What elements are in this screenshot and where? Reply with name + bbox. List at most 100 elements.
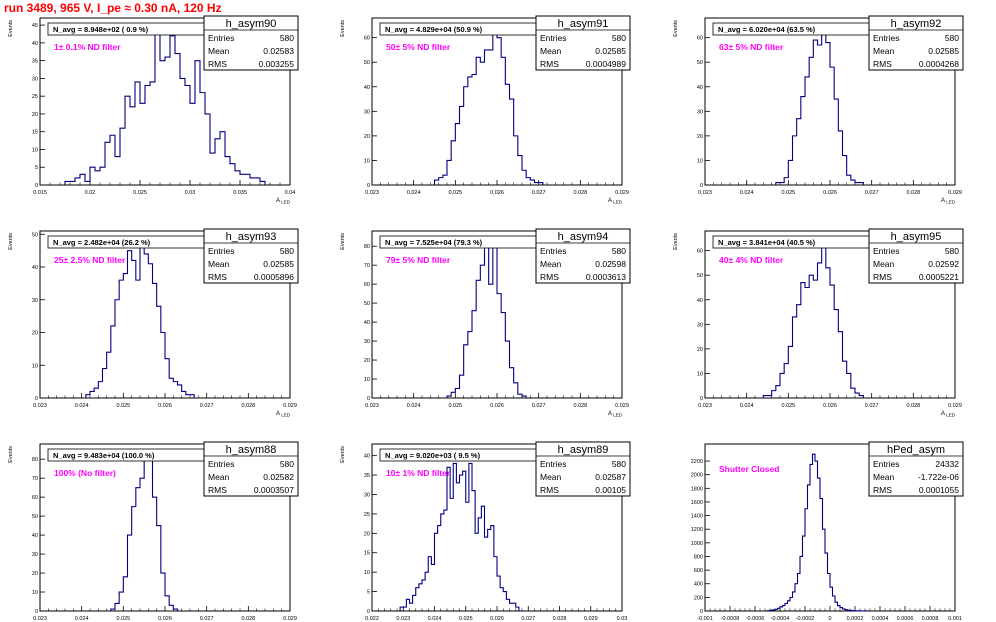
stats-box: h_asym88 Entries 580 Mean 0.02582 RMS 0.000350… bbox=[203, 441, 299, 497]
y-tick-label: 20 bbox=[364, 358, 370, 364]
y-axis-title: Events bbox=[340, 446, 346, 463]
x-tick-label: 0.028 bbox=[241, 616, 255, 622]
y-tick-label: 40 bbox=[364, 85, 370, 91]
x-tick-label: 0.023 bbox=[33, 403, 47, 409]
x-tick-label: 0.026 bbox=[158, 616, 172, 622]
stats-value-entries: 24332 bbox=[935, 459, 959, 469]
x-tick-label: 0.027 bbox=[865, 403, 879, 409]
y-tick-label: 60 bbox=[364, 36, 370, 42]
y-tick-label: 0 bbox=[367, 609, 370, 615]
x-axis-title-subscript: LED bbox=[280, 413, 291, 418]
stats-title: hPed_asym bbox=[887, 444, 945, 456]
y-tick-label: 40 bbox=[364, 454, 370, 460]
x-tick-label: 0.001 bbox=[948, 616, 962, 622]
y-tick-label: 10 bbox=[364, 377, 370, 383]
stats-title: h_asym89 bbox=[558, 444, 609, 456]
y-tick-label: 80 bbox=[32, 457, 38, 463]
stats-key-mean: Mean bbox=[540, 472, 562, 482]
stats-value-entries: 580 bbox=[280, 33, 294, 43]
x-tick-label: 0.024 bbox=[407, 403, 421, 409]
x-tick-label: 0.023 bbox=[365, 190, 379, 196]
stats-key-mean: Mean bbox=[208, 46, 230, 56]
y-tick-label: 20 bbox=[32, 331, 38, 337]
histogram-panel-h_asym90: 0.015 0.02 0.025 0.03 0.035 0.04 0 5 10 15 20 25 30 3… bbox=[8, 15, 299, 205]
stats-value-rms: 0.0004989 bbox=[586, 59, 626, 69]
x-tick-label: 0.0002 bbox=[847, 616, 864, 622]
stats-title: h_asym88 bbox=[226, 444, 277, 456]
x-axis-title-subscript: LED bbox=[612, 413, 623, 418]
y-tick-label: 45 bbox=[32, 23, 38, 29]
stats-frame bbox=[868, 441, 964, 497]
y-tick-label: 800 bbox=[694, 554, 703, 560]
y-tick-label: 25 bbox=[32, 94, 38, 100]
x-tick-label: 0.025 bbox=[448, 403, 462, 409]
x-tick-label: 0.023 bbox=[396, 616, 410, 622]
filter-label: 1± 0.1% ND filter bbox=[54, 42, 121, 52]
y-tick-label: 0 bbox=[367, 396, 370, 402]
stats-value-rms: 0.00105 bbox=[595, 485, 626, 495]
x-tick-label: 0.023 bbox=[365, 403, 379, 409]
stats-box: h_asym93 Entries 580 Mean 0.02585 RMS 0.000589… bbox=[203, 228, 299, 284]
x-tick-label: 0.029 bbox=[615, 403, 629, 409]
navg-label: N_avg = 9.020e+03 ( 9.5 %) bbox=[385, 451, 481, 460]
y-tick-label: 60 bbox=[32, 495, 38, 501]
stats-value-entries: 580 bbox=[612, 246, 626, 256]
stats-value-mean: 0.02585 bbox=[263, 259, 294, 269]
stats-title: h_asym92 bbox=[891, 18, 942, 30]
stats-key-mean: Mean bbox=[208, 259, 230, 269]
stats-value-entries: 580 bbox=[945, 246, 959, 256]
stats-value-rms: 0.0003507 bbox=[254, 485, 294, 495]
stats-box: h_asym95 Entries 580 Mean 0.02592 RMS 0.000522… bbox=[868, 228, 964, 284]
y-tick-label: 70 bbox=[364, 263, 370, 269]
stats-value-entries: 580 bbox=[612, 33, 626, 43]
x-tick-label: 0.03 bbox=[617, 616, 628, 622]
y-tick-label: 20 bbox=[697, 134, 703, 140]
y-tick-label: 50 bbox=[364, 301, 370, 307]
navg-label: N_avg = 9.483e+04 (100.0 %) bbox=[53, 451, 155, 460]
y-tick-label: 20 bbox=[32, 112, 38, 118]
stats-frame bbox=[535, 228, 631, 284]
stats-frame bbox=[868, 15, 964, 71]
stats-value-mean: 0.02585 bbox=[928, 46, 959, 56]
stats-value-entries: 580 bbox=[945, 33, 959, 43]
x-tick-label: 0.029 bbox=[948, 403, 962, 409]
stats-value-rms: 0.0005221 bbox=[919, 272, 959, 282]
x-tick-label: 0.025 bbox=[116, 403, 130, 409]
stats-key-entries: Entries bbox=[208, 33, 234, 43]
x-tick-label: 0.029 bbox=[615, 190, 629, 196]
y-tick-label: 50 bbox=[697, 60, 703, 66]
x-tick-label: 0.028 bbox=[241, 403, 255, 409]
histogram-panel-h_asym93: 0.023 0.024 0.025 0.026 0.027 0.028 0.029 0 10 20… bbox=[8, 228, 299, 418]
y-tick-label: 5 bbox=[35, 165, 38, 171]
x-tick-label: 0.028 bbox=[906, 403, 920, 409]
stats-key-rms: RMS bbox=[540, 272, 559, 282]
x-tick-label: 0.029 bbox=[584, 616, 598, 622]
navg-label: N_avg = 7.525e+04 (79.3 %) bbox=[385, 238, 483, 247]
y-tick-label: 30 bbox=[364, 492, 370, 498]
x-tick-label: 0.029 bbox=[283, 616, 297, 622]
stats-key-rms: RMS bbox=[208, 272, 227, 282]
stats-frame bbox=[535, 441, 631, 497]
y-tick-label: 30 bbox=[364, 109, 370, 115]
stats-box: h_asym92 Entries 580 Mean 0.02585 RMS 0.000426… bbox=[868, 15, 964, 71]
y-axis-title: Events bbox=[340, 233, 346, 250]
stats-key-entries: Entries bbox=[540, 33, 566, 43]
y-tick-label: 40 bbox=[697, 298, 703, 304]
stats-key-rms: RMS bbox=[873, 272, 892, 282]
y-tick-label: 0 bbox=[35, 396, 38, 402]
filter-label: 40± 4% ND filter bbox=[719, 255, 784, 265]
x-tick-label: -0.0004 bbox=[771, 616, 790, 622]
stats-key-entries: Entries bbox=[873, 246, 899, 256]
histogram-bars bbox=[110, 451, 179, 611]
y-tick-label: 40 bbox=[32, 265, 38, 271]
y-tick-label: 40 bbox=[697, 85, 703, 91]
y-tick-label: 600 bbox=[694, 568, 703, 574]
stats-box: h_asym89 Entries 580 Mean 0.02587 RMS 0.00105 bbox=[535, 441, 631, 497]
x-tick-label: -0.001 bbox=[697, 616, 713, 622]
stats-value-rms: 0.0005896 bbox=[254, 272, 294, 282]
plot-frame bbox=[39, 17, 291, 186]
stats-value-entries: 580 bbox=[280, 459, 294, 469]
y-tick-label: 10 bbox=[697, 371, 703, 377]
x-tick-label: 0.02 bbox=[85, 190, 96, 196]
